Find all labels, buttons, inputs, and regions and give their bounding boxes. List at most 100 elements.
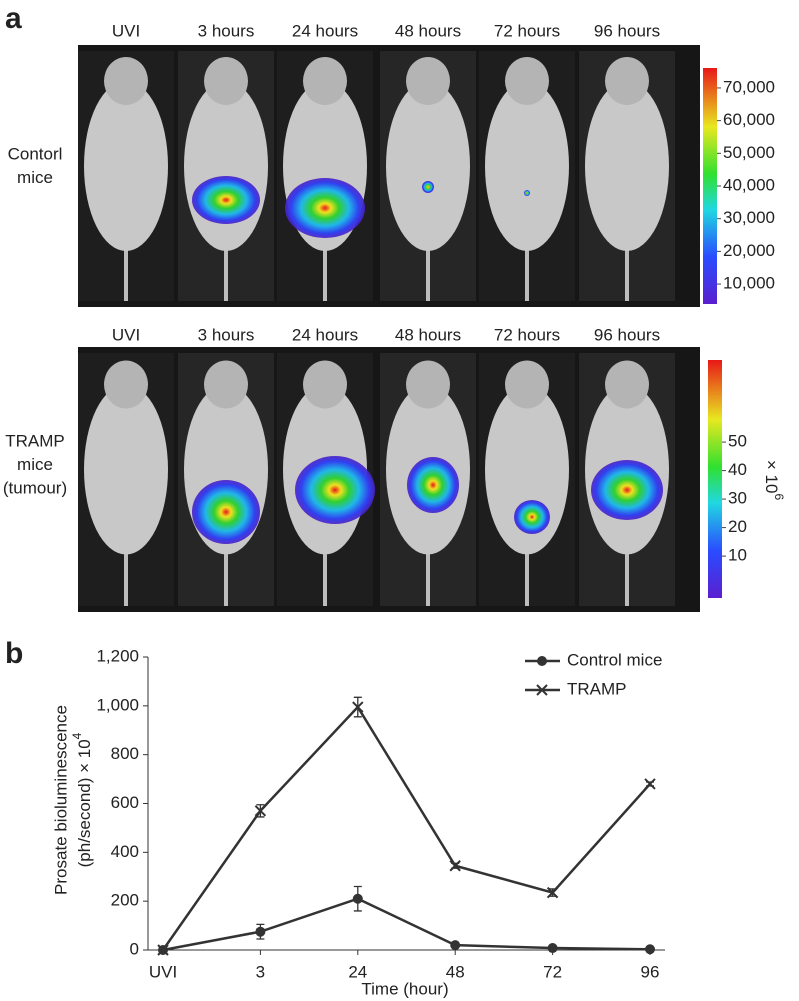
timepoint-label: 48 hours [395,325,461,344]
data-point [352,701,364,713]
colorbar-tick-label: 40 [728,460,747,479]
mouse-body [585,81,669,251]
signal-blob [514,500,550,534]
mouse-head [204,360,248,409]
mouse-head [505,57,549,105]
colorbar-tick-label: 10 [728,546,747,565]
data-point [254,805,267,817]
x-tick-label: 96 [641,962,660,981]
row-label: Contorl [8,144,63,163]
signal-blob [192,480,260,544]
timepoint-label: 72 hours [494,21,560,40]
colorbar-tick-label: 60,000 [723,110,775,129]
unit-exponent: 6 [772,493,786,500]
row-label: TRAMP [5,431,65,450]
data-point [157,944,169,956]
y-label-text: (ph/second) × 10 [75,739,94,867]
x-tick-label: 72 [543,962,562,981]
legend-label: TRAMP [567,679,627,698]
data-point [645,944,655,955]
signal-blob [422,181,434,193]
mouse-head [406,57,450,105]
timepoint-label: 72 hours [494,325,560,344]
mouse-body [84,81,168,251]
colorbar-tick-label: 50 [728,432,747,451]
timepoint-label: 3 hours [198,21,255,40]
y-tick-label: 0 [130,939,139,958]
series-line [162,897,651,952]
timepoint-label: 96 hours [594,325,660,344]
row-label: (tumour) [3,478,67,497]
signal-blob [524,190,530,196]
signal-blob [591,460,663,520]
x-tick-label: 3 [256,962,265,981]
data-point [546,886,559,899]
timepoint-label: 3 hours [198,325,255,344]
colorbar-tick-label: 20,000 [723,241,775,260]
data-point [536,684,548,696]
timepoint-label: UVI [112,21,140,40]
timepoint-label: 24 hours [292,325,358,344]
mouse-body [386,81,470,251]
timepoint-label: 96 hours [594,21,660,40]
mouse-head [605,57,649,105]
colorbar [708,360,722,598]
colorbar-tick-label: 70,000 [723,77,775,96]
signal-blob [295,456,375,524]
x-tick-label: UVI [149,962,177,981]
y-axis-label: Prosate bioluminescence [51,705,70,895]
y-axis-label: (ph/second) × 104 [70,732,94,867]
unit-text: × 10 [762,460,781,494]
x-tick-label: 48 [446,962,465,981]
colorbar [703,68,717,304]
series-line [161,705,651,951]
colorbar-tick-label: 10,000 [723,274,775,293]
colorbar-tick-label: 30 [728,489,747,508]
mouse-head [104,57,148,105]
signal-blob [192,176,260,224]
mouse-head [104,360,148,409]
colorbar-tick-label: 30,000 [723,208,775,227]
mouse-head [605,360,649,409]
panel-label: a [5,2,22,35]
y-tick-label: 200 [111,891,139,910]
y-tick-label: 1,200 [96,646,139,665]
data-point [450,940,461,951]
mouse-head [406,360,450,409]
data-point [255,926,266,937]
colorbar-tick-label: 20 [728,517,747,536]
timepoint-label: 48 hours [395,21,461,40]
data-point [352,893,363,904]
data-point [449,860,461,872]
y-tick-label: 600 [111,793,139,812]
y-tick-label: 1,000 [96,695,139,714]
colorbar-tick-label: 50,000 [723,143,775,162]
panel-label: b [5,637,23,670]
mouse-head [505,360,549,409]
data-point [644,778,656,790]
signal-blob [407,457,459,513]
mouse-head [204,57,248,105]
mouse-head [303,360,347,409]
mouse-body [84,384,168,555]
y-label-exponent: 4 [70,732,84,739]
x-tick-label: 24 [348,962,367,981]
data-point [537,656,547,666]
signal-blob [285,178,365,238]
mouse-head [303,57,347,105]
legend-label: Control mice [567,650,662,669]
data-point [547,943,558,954]
timepoint-label: UVI [112,325,140,344]
colorbar-unit: × 106 [762,460,786,501]
mouse-body [184,81,268,251]
x-axis-label: Time (hour) [361,979,448,998]
mouse-body [485,81,569,251]
row-label: mice [17,168,53,187]
y-tick-label: 800 [111,744,139,763]
y-tick-label: 400 [111,842,139,861]
colorbar-tick-label: 40,000 [723,175,775,194]
timepoint-label: 24 hours [292,21,358,40]
row-label: mice [17,455,53,474]
